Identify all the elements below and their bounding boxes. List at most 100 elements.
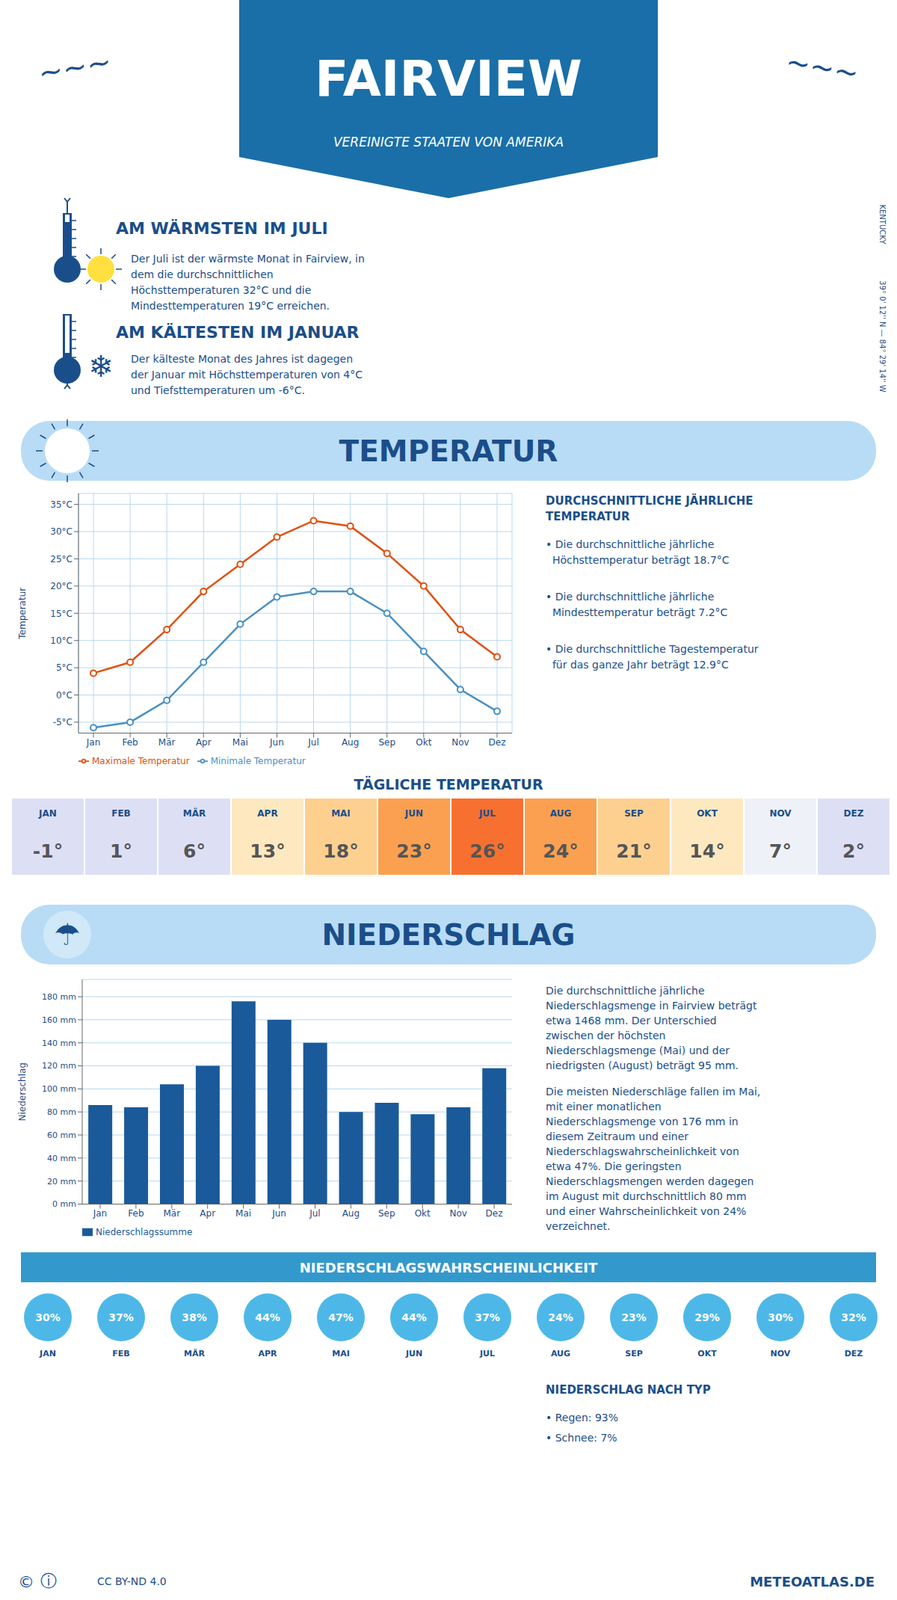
html-text:AM KÄLTESTEN IM JANUAR: AM KÄLTESTEN IM JANUAR <box>115 322 360 342</box>
html-text:• Schnee: 7%: • Schnee: 7% <box>545 1431 618 1444</box>
svg-text:Feb: Feb <box>121 737 138 748</box>
svg-text:Apr: Apr <box>195 737 212 748</box>
html-text:24°: 24° <box>542 840 579 862</box>
html-text:VEREINIGTE STAATEN VON AMERIKA: VEREINIGTE STAATEN VON AMERIKA <box>333 134 564 150</box>
svg-text:Jan: Jan <box>92 1207 108 1219</box>
svg-text:Mai: Mai <box>232 737 249 748</box>
html-text:NIEDERSCHLAG NACH TYP: NIEDERSCHLAG NACH TYP <box>545 1382 711 1397</box>
svg-text:Jun: Jun <box>269 737 285 748</box>
html-text:47%: 47% <box>328 1311 354 1324</box>
svg-text:Mär: Mär <box>158 737 176 748</box>
svg-text:20 mm: 20 mm <box>47 1176 77 1187</box>
html-text:TÄGLICHE TEMPERATUR: TÄGLICHE TEMPERATUR <box>353 775 544 793</box>
svg-text:Dez: Dez <box>485 1207 504 1219</box>
html-text:24%: 24% <box>548 1311 574 1324</box>
html-text:37%: 37% <box>474 1311 500 1324</box>
html-text:AM WÄRMSTEN IM JULI: AM WÄRMSTEN IM JULI <box>115 219 328 238</box>
html-text:32%: 32% <box>841 1311 867 1324</box>
html-text:MAI: MAI <box>331 808 351 819</box>
svg-text:Aug: Aug <box>341 737 359 748</box>
html-text:38%: 38% <box>181 1311 207 1324</box>
html-text:23°: 23° <box>396 840 432 862</box>
html-text:23%: 23% <box>621 1311 647 1324</box>
html-text:MÄR: MÄR <box>182 808 206 819</box>
html-text:44%: 44% <box>255 1311 281 1324</box>
html-text:13°: 13° <box>249 840 286 862</box>
html-text:1°: 1° <box>109 840 133 862</box>
html-text:TEMPERATUR: TEMPERATUR <box>339 433 558 468</box>
svg-text:Sep: Sep <box>378 737 396 748</box>
html-text:APR: APR <box>257 808 278 819</box>
html-text:JAN: JAN <box>38 808 57 819</box>
html-text:• Die durchschnittliche jährli: • Die durchschnittliche jährliche Mindes… <box>545 590 728 619</box>
html-text:NIEDERSCHLAG: NIEDERSCHLAG <box>321 917 576 952</box>
html-text:METEOATLAS.DE: METEOATLAS.DE <box>749 1573 875 1589</box>
svg-text:0 mm: 0 mm <box>52 1198 77 1209</box>
html-text:Minimale Temperatur: Minimale Temperatur <box>210 755 306 766</box>
svg-text:Feb: Feb <box>127 1207 144 1219</box>
svg-text:Nov: Nov <box>451 737 469 748</box>
html-text:30%: 30% <box>767 1311 793 1324</box>
html-text:FAIRVIEW: FAIRVIEW <box>314 49 583 108</box>
html-text:JUN: JUN <box>405 808 424 819</box>
svg-text:Mär: Mär <box>162 1207 181 1219</box>
svg-text:Okt: Okt <box>415 737 432 748</box>
svg-text:120 mm: 120 mm <box>41 1060 77 1071</box>
html-text:2°: 2° <box>842 840 865 862</box>
html-text:Die meisten Niederschläge fall: Die meisten Niederschläge fallen im Mai,… <box>545 1085 761 1232</box>
svg-text:80 mm: 80 mm <box>47 1107 77 1117</box>
svg-text:Okt: Okt <box>414 1207 431 1219</box>
svg-text:10°C: 10°C <box>50 635 73 646</box>
svg-text:Dez: Dez <box>488 737 507 748</box>
html-text:29%: 29% <box>694 1311 720 1324</box>
svg-text:20°C: 20°C <box>50 580 73 592</box>
svg-text:100 mm: 100 mm <box>41 1083 77 1094</box>
svg-text:40 mm: 40 mm <box>47 1153 77 1164</box>
html-text:Der kälteste Monat des Jahres: Der kälteste Monat des Jahres ist dagege… <box>130 352 363 397</box>
html-text:• Regen: 93%: • Regen: 93% <box>545 1411 619 1424</box>
html-text:AUG: AUG <box>549 808 572 819</box>
svg-text:60 mm: 60 mm <box>47 1130 77 1140</box>
svg-text:30°C: 30°C <box>50 526 73 537</box>
html-text:7°: 7° <box>769 840 792 862</box>
html-text:30%: 30% <box>35 1311 61 1324</box>
svg-text:35°C: 35°C <box>50 499 73 510</box>
html-text:18°: 18° <box>323 840 359 862</box>
html-text:-1°: -1° <box>32 840 63 862</box>
svg-text:Sep: Sep <box>378 1207 396 1219</box>
svg-text:5°C: 5°C <box>56 662 73 673</box>
html-text:JUL: JUL <box>479 808 496 819</box>
html-text:37%: 37% <box>108 1311 134 1324</box>
html-text:6°: 6° <box>183 840 206 862</box>
svg-text:180 mm: 180 mm <box>41 991 77 1002</box>
html-text:21°: 21° <box>616 840 652 862</box>
svg-text:-5°C: -5°C <box>53 716 73 728</box>
html-text:NIEDERSCHLAGSWAHRSCHEINLICHKEI: NIEDERSCHLAGSWAHRSCHEINLICHKEIT <box>299 1259 598 1275</box>
svg-text:Apr: Apr <box>199 1207 216 1219</box>
svg-text:Jun: Jun <box>271 1207 287 1219</box>
svg-text:Niederschlag: Niederschlag <box>17 1062 28 1121</box>
svg-text:Aug: Aug <box>342 1207 360 1219</box>
svg-text:15°C: 15°C <box>50 608 73 619</box>
svg-text:0°C: 0°C <box>56 689 73 701</box>
svg-text:140 mm: 140 mm <box>41 1038 77 1048</box>
html-text:26°: 26° <box>469 840 506 862</box>
html-text:Die durchschnittliche jährlich: Die durchschnittliche jährliche Niedersc… <box>545 984 757 1072</box>
svg-text:160 mm: 160 mm <box>41 1015 77 1025</box>
svg-text:Jul: Jul <box>308 1207 320 1219</box>
html-text:FEB: FEB <box>111 808 131 819</box>
svg-text:Nov: Nov <box>449 1207 467 1219</box>
svg-text:Temperatur: Temperatur <box>17 587 28 640</box>
html-text:DURCHSCHNITTLICHE JÄHRLICHE TE: DURCHSCHNITTLICHE JÄHRLICHE TEMPERATUR <box>545 494 754 524</box>
html-text:Der Juli ist der wärmste Monat: Der Juli ist der wärmste Monat in Fairvi… <box>130 252 365 312</box>
svg-text:Mai: Mai <box>235 1207 252 1219</box>
html-text:CC BY-ND 4.0: CC BY-ND 4.0 <box>97 1574 167 1587</box>
svg-text:Jul: Jul <box>307 737 319 748</box>
svg-text:25°C: 25°C <box>50 553 73 565</box>
svg-text:Jan: Jan <box>85 737 101 748</box>
html-text:• Die durchschnittliche jährli: • Die durchschnittliche jährliche Höchst… <box>545 538 730 566</box>
html-text:Maximale Temperatur: Maximale Temperatur <box>91 755 190 766</box>
html-text:14°: 14° <box>689 840 725 862</box>
html-text:44%: 44% <box>401 1311 427 1324</box>
html-text:• Die durchschnittliche Tagest: • Die durchschnittliche Tagestemperatur … <box>545 642 759 671</box>
